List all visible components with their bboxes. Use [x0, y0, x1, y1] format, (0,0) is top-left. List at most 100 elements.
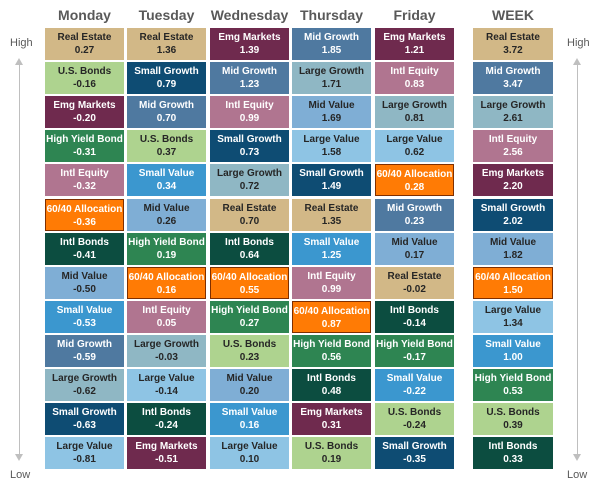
cell-value: 3.47	[503, 79, 523, 91]
cell-thursday-intl-equity: Intl Equity 0.99	[292, 266, 371, 299]
cell-friday-small-growth: Small Growth -0.35	[375, 437, 454, 470]
right-low-label: Low	[567, 469, 588, 481]
cell-week-mid-growth: Mid Growth 3.47	[473, 62, 553, 95]
cell-value: 0.73	[239, 147, 260, 159]
cell-label: High Yield Bond	[211, 304, 288, 316]
cell-thursday-large-growth: Large Growth 1.71	[292, 62, 371, 95]
cell-week-60-40-allocation: 60/40 Allocation 1.50	[473, 266, 553, 299]
cell-friday-high-yield-bond: High Yield Bond -0.17	[375, 334, 454, 367]
cell-friday-large-growth: Large Growth 0.81	[375, 96, 454, 129]
cell-label: Small Value	[221, 407, 278, 419]
cell-value: -0.24	[403, 420, 426, 432]
cell-label: U.S. Bonds	[222, 338, 277, 350]
cell-value: -0.62	[73, 386, 96, 397]
cell-value: 0.70	[156, 113, 177, 125]
cell-label: Emg Markets	[481, 168, 545, 180]
cell-value: 0.39	[503, 420, 523, 432]
cell-label: 60/40 Allocation	[475, 271, 551, 283]
cell-week-emg-markets: Emg Markets 2.20	[473, 164, 553, 197]
cell-label: Large Growth	[216, 168, 282, 180]
cell-label: High Yield Bond	[376, 338, 453, 350]
cell-value: 0.28	[404, 182, 425, 194]
cell-value: 0.31	[321, 420, 342, 432]
cell-week-intl-bonds: Intl Bonds 0.33	[473, 437, 553, 470]
cell-tuesday-mid-value: Mid Value 0.26	[127, 198, 206, 231]
cell-tuesday-large-value: Large Value -0.14	[127, 369, 206, 401]
cell-wednesday-emg-markets: Emg Markets 1.39	[210, 28, 289, 60]
cell-value: 0.16	[156, 284, 177, 296]
cell-monday-large-value: Large Value -0.81	[45, 437, 124, 470]
cell-label: Small Value	[386, 373, 443, 384]
cell-monday-intl-equity: Intl Equity -0.32	[45, 164, 124, 197]
cell-value: 2.02	[503, 215, 523, 227]
cell-week-mid-value: Mid Value 1.82	[473, 232, 553, 265]
cell-value: 0.62	[404, 147, 425, 159]
cell-label: Intl Bonds	[142, 407, 191, 419]
cell-label: Small Value	[138, 168, 195, 180]
cell-label: U.S. Bonds	[387, 407, 442, 419]
cell-label: Real Estate	[387, 270, 442, 282]
cell-label: High Yield Bond	[128, 236, 205, 248]
cell-friday-u-s-bonds: U.S. Bonds -0.24	[375, 403, 454, 436]
cell-value: 0.34	[156, 181, 177, 193]
cell-label: Mid Growth	[139, 100, 194, 112]
cell-week-high-yield-bond: High Yield Bond 0.53	[473, 369, 553, 401]
cell-value: 1.49	[321, 181, 342, 193]
cell-monday-emg-markets: Emg Markets -0.20	[45, 96, 124, 129]
cell-value: 2.20	[503, 181, 523, 193]
cell-value: 0.20	[239, 386, 260, 397]
cell-label: Mid Growth	[387, 202, 442, 214]
cell-label: Mid Value	[489, 236, 537, 248]
cell-value: 0.27	[239, 317, 260, 329]
cell-label: Emg Markets	[135, 441, 198, 453]
cell-monday-real-estate: Real Estate 0.27	[45, 28, 124, 60]
cell-label: Mid Value	[143, 202, 190, 214]
cell-value: -0.17	[403, 351, 426, 363]
left-axis-line	[19, 64, 20, 455]
cell-label: Intl Equity	[307, 270, 356, 282]
cell-monday-small-value: Small Value -0.53	[45, 300, 124, 333]
cell-label: Intl Bonds	[225, 236, 274, 248]
left-low-label: Low	[10, 469, 31, 481]
cell-label: High Yield Bond	[293, 338, 370, 350]
cell-label: Small Value	[56, 304, 113, 316]
cell-value: 1.85	[321, 45, 342, 56]
cell-label: U.S. Bonds	[57, 66, 112, 78]
cell-wednesday-high-yield-bond: High Yield Bond 0.27	[210, 300, 289, 333]
cell-label: Large Value	[56, 441, 113, 453]
cell-label: 60/40 Allocation	[46, 203, 123, 215]
left-high-label: High	[10, 37, 33, 49]
cell-label: Large Growth	[298, 66, 364, 78]
cell-label: Mid Value	[308, 100, 355, 112]
cell-wednesday-mid-growth: Mid Growth 1.23	[210, 62, 289, 95]
cell-label: 60/40 Allocation	[376, 169, 453, 181]
column-header-thursday: Thursday	[299, 7, 363, 23]
cell-value: 1.00	[503, 351, 523, 363]
cell-thursday-small-value: Small Value 1.25	[292, 232, 371, 265]
cell-label: Emg Markets	[300, 407, 363, 419]
cell-label: High Yield Bond	[46, 134, 123, 146]
cell-wednesday-mid-value: Mid Value 0.20	[210, 369, 289, 401]
column-header-wednesday: Wednesday	[210, 7, 289, 23]
cell-thursday-emg-markets: Emg Markets 0.31	[292, 403, 371, 436]
cell-monday-large-growth: Large Growth -0.62	[45, 369, 124, 401]
cell-week-large-growth: Large Growth 2.61	[473, 96, 553, 129]
cell-label: Large Value	[138, 373, 195, 384]
cell-value: -0.50	[73, 283, 96, 295]
cell-value: 0.53	[503, 386, 523, 397]
cell-week-large-value: Large Value 1.34	[473, 300, 553, 333]
cell-value: -0.51	[155, 454, 178, 466]
cell-value: 0.83	[404, 79, 425, 91]
cell-label: Large Growth	[381, 100, 447, 112]
cell-value: -0.03	[155, 351, 178, 363]
cell-label: Intl Equity	[142, 304, 191, 316]
cell-value: -0.20	[73, 113, 96, 125]
cell-friday-emg-markets: Emg Markets 1.21	[375, 28, 454, 60]
cell-label: Emg Markets	[53, 100, 116, 112]
cell-label: Small Value	[303, 236, 360, 248]
cell-value: -0.02	[403, 283, 426, 295]
cell-thursday-mid-value: Mid Value 1.69	[292, 96, 371, 129]
cell-tuesday-mid-growth: Mid Growth 0.70	[127, 96, 206, 129]
cell-value: 0.27	[74, 45, 95, 56]
cell-value: 1.69	[321, 113, 342, 125]
